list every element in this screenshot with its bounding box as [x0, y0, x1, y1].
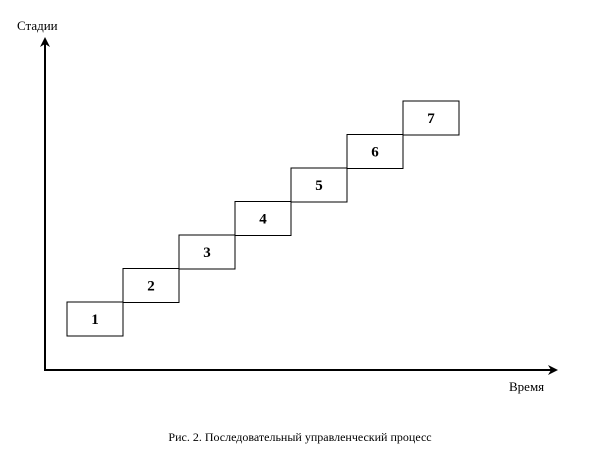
- stage-label-5: 5: [315, 178, 323, 194]
- stage-label-6: 6: [371, 145, 379, 161]
- stage-box-7: [402, 100, 460, 136]
- stage-label-1: 1: [91, 312, 99, 328]
- stage-box-6: [346, 134, 404, 169]
- stage-box-3: [178, 234, 236, 270]
- stage-label-2: 2: [147, 279, 155, 295]
- stage-box-5: [290, 167, 348, 203]
- stage-label-7: 7: [427, 111, 435, 127]
- stage-label-4: 4: [259, 212, 267, 228]
- stage-boxes: 1 2 3 4 5 6 7: [66, 100, 460, 337]
- stage-box-2: [122, 268, 180, 303]
- stage-label-3: 3: [203, 245, 211, 261]
- x-axis-label: Время: [509, 379, 544, 394]
- y-axis-label: Стадии: [17, 18, 58, 33]
- figure-caption: Рис. 2. Последовательный управленческий …: [168, 430, 431, 444]
- stage-box-1: [66, 301, 124, 337]
- stage-box-4: [234, 201, 292, 236]
